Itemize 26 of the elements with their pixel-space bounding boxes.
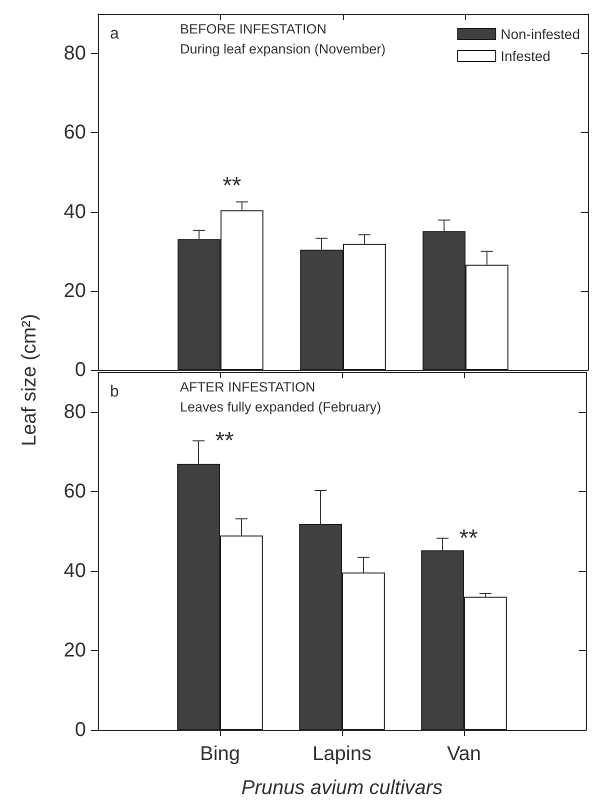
x-tick-label: Bing	[200, 743, 240, 765]
y-tick-label: 40	[64, 560, 86, 582]
annotation: b	[110, 384, 119, 400]
annotation: a	[110, 26, 119, 42]
y-tick-label: 20	[64, 280, 86, 302]
x-tick-label: Van	[446, 743, 482, 765]
data-label: **	[459, 524, 478, 552]
annotation: Leaves fully expanded (February)	[180, 400, 382, 414]
data-label: **	[222, 172, 242, 200]
legend-label: Non-infested	[500, 26, 580, 42]
y-tick-label: 80	[64, 400, 86, 423]
x-tick-label: Lapins	[312, 743, 372, 765]
legend-label: Infested	[500, 48, 550, 64]
annotation: During leaf expansion (November)	[180, 42, 386, 56]
x-axis-title: Prunus avium cultivars	[241, 777, 443, 799]
y-tick-label: 0	[74, 719, 86, 741]
y-tick-label: 20	[64, 639, 86, 662]
data-label: **	[215, 427, 234, 454]
y-tick-label: 60	[64, 122, 86, 144]
y-tick-label: 0	[74, 359, 86, 381]
y-tick-label: 40	[64, 200, 86, 223]
y-tick-label: 80	[64, 42, 86, 65]
annotation: AFTER INFESTATION	[180, 380, 316, 394]
annotation: BEFORE INFESTATION	[180, 22, 327, 36]
y-axis-title: Leaf size (cm²)	[18, 314, 42, 446]
y-tick-label: 60	[64, 480, 86, 502]
